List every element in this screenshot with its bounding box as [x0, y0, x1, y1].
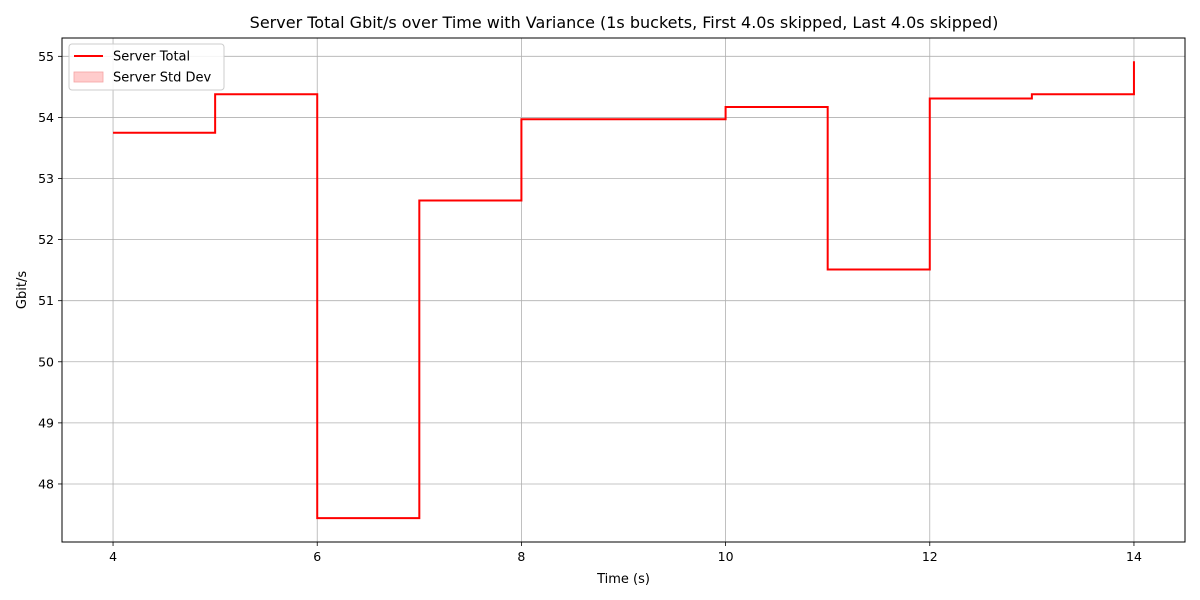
x-tick-label: 6 [313, 549, 321, 564]
y-tick-label: 52 [38, 232, 54, 247]
x-tick-label: 4 [109, 549, 117, 564]
legend-patch-swatch [73, 71, 104, 83]
legend: Server Total Server Std Dev [68, 43, 225, 91]
y-tick-label: 55 [38, 49, 54, 64]
y-tick-label: 48 [38, 476, 54, 491]
chart-title: Server Total Gbit/s over Time with Varia… [250, 13, 999, 32]
x-tick-label: 14 [1126, 549, 1142, 564]
x-tick-label: 12 [922, 549, 938, 564]
y-tick-label: 51 [38, 293, 54, 308]
x-axis-label: Time (s) [596, 572, 650, 587]
legend-label: Server Std Dev [113, 71, 212, 86]
y-tick-label: 50 [38, 354, 54, 369]
y-axis-label: Gbit/s [15, 271, 30, 309]
x-tick-label: 10 [718, 549, 734, 564]
plot-frame [61, 37, 1186, 543]
legend-label: Server Total [113, 50, 190, 65]
x-tick-label: 8 [517, 549, 525, 564]
y-tick-label: 49 [38, 415, 54, 430]
series-line-server-total [113, 61, 1135, 520]
legend-box [68, 43, 225, 91]
ticks: 4 6 8 10 12 14 48 49 50 51 52 53 54 55 [38, 49, 1142, 564]
series-layer [113, 61, 1135, 520]
y-tick-label: 53 [38, 171, 54, 186]
y-tick-label: 54 [38, 110, 54, 125]
